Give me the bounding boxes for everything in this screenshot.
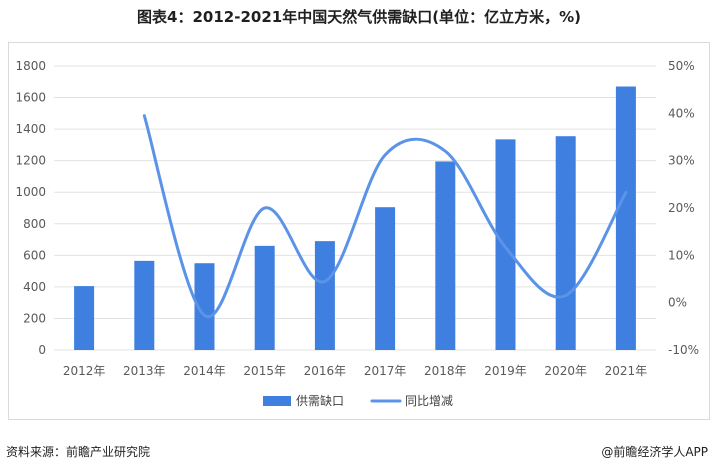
left-axis-tick-label: 1400: [15, 122, 46, 136]
right-axis-ticks: -10% 0% 10% 20% 30% 40% 50%: [668, 59, 699, 357]
left-axis-tick-label: 1000: [15, 185, 46, 199]
left-axis-tick-label: 600: [23, 248, 46, 262]
right-axis-tick-label: 50%: [668, 59, 695, 73]
x-axis-tick-label: 2018年: [424, 364, 467, 378]
left-axis-tick-label: 0: [38, 343, 46, 357]
line-yoy-change: [142, 114, 628, 319]
right-axis-tick-label: -10%: [668, 343, 699, 357]
bar-2013年: [134, 260, 155, 350]
line-series: [142, 114, 628, 319]
bar-2016年: [314, 241, 335, 350]
right-axis-tick-label: 10%: [668, 248, 695, 262]
chart-frame: [8, 42, 710, 420]
x-axis-tick-label: 2019年: [484, 364, 527, 378]
legend-swatch-bar: [263, 396, 291, 406]
bar-2019年: [495, 139, 516, 350]
x-axis-tick-label: 2012年: [63, 364, 106, 378]
left-axis-ticks: 0 200 400 600 800 1000 1200 1400 1600 1800: [15, 59, 46, 357]
left-axis-tick-label: 200: [23, 311, 46, 325]
brand-note: @前瞻经济学人APP: [601, 445, 708, 459]
left-axis-tick-label: 400: [23, 280, 46, 294]
left-axis-tick-label: 1200: [15, 154, 46, 168]
x-axis-tick-label: 2013年: [123, 364, 166, 378]
bar-2020年: [555, 136, 576, 350]
bar-2018年: [435, 161, 456, 350]
x-axis-ticks: 2012年 2013年 2014年 2015年 2016年 2017年 2018年 2019年…: [63, 364, 647, 378]
x-axis-tick-label: 2014年: [183, 364, 226, 378]
x-axis-tick-label: 2016年: [304, 364, 347, 378]
x-axis-tick-label: 2015年: [243, 364, 286, 378]
x-axis-tick-label: 2021年: [605, 364, 648, 378]
left-axis-tick-label: 1800: [15, 59, 46, 73]
bar-series: [74, 86, 636, 350]
legend-label-bar: 供需缺口: [296, 393, 344, 408]
bar-2015年: [254, 245, 275, 350]
right-axis-tick-label: 30%: [668, 154, 695, 168]
source-note: 资料来源：前瞻产业研究院: [6, 445, 151, 459]
right-axis-tick-label: 40%: [668, 106, 695, 120]
bar-2021年: [615, 86, 636, 350]
bar-2014年: [194, 263, 215, 350]
x-axis-tick-label: 2020年: [544, 364, 587, 378]
x-axis-tick-label: 2017年: [364, 364, 407, 378]
chart-title: 图表4：2012-2021年中国天然气供需缺口(单位：亿立方米，%): [137, 8, 581, 26]
right-axis-tick-label: 20%: [668, 201, 695, 215]
legend-label-line: 同比增减: [405, 394, 453, 408]
bar-2017年: [375, 207, 396, 350]
bar-2012年: [74, 286, 95, 350]
gridlines: [54, 65, 656, 351]
left-axis-tick-label: 800: [23, 217, 46, 231]
left-axis-tick-label: 1600: [15, 91, 46, 105]
right-axis-tick-label: 0%: [668, 296, 687, 310]
legend: 供需缺口 同比增减: [263, 393, 453, 408]
